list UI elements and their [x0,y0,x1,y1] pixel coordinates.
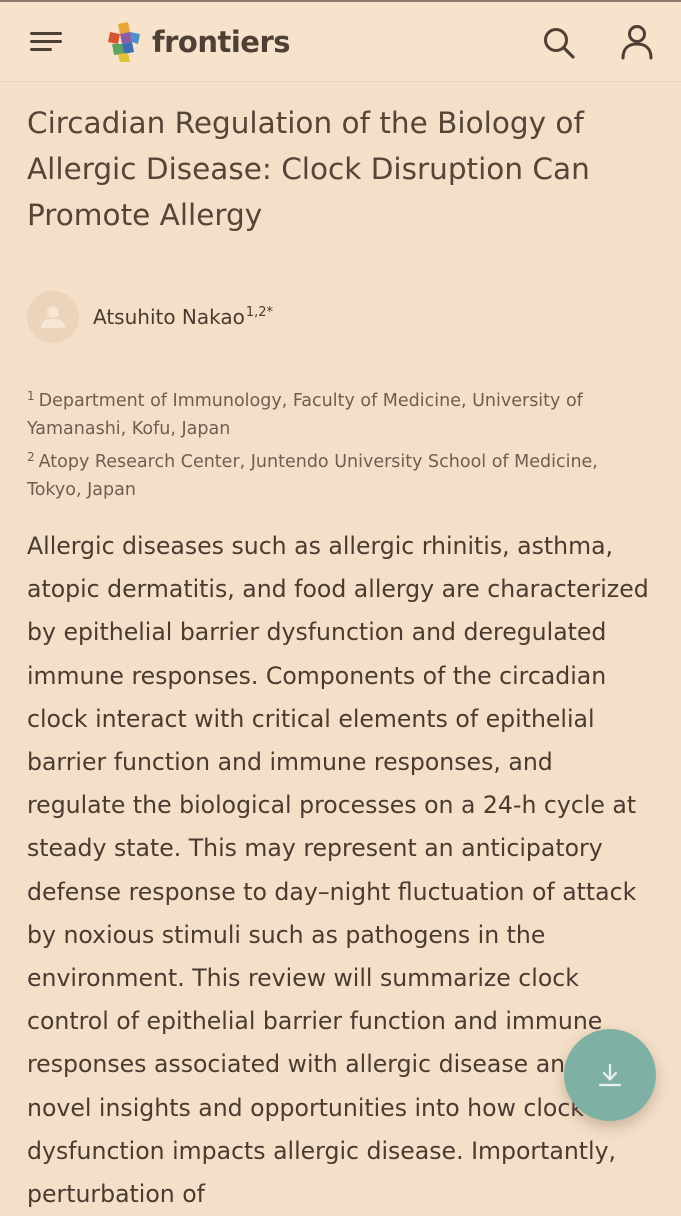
search-glyph [544,28,575,59]
affiliations-list: 1 Department of Immunology, Faculty of Me… [27,382,657,504]
user-glyph [621,25,653,60]
download-icon [598,1063,622,1087]
affiliation-text: Atopy Research Center, Juntendo Universi… [27,452,598,500]
article-abstract: Allergic diseases such as allergic rhini… [27,532,649,1209]
author-name: Atsuhito Nakao [93,305,245,329]
affiliation-number: 1 [27,389,35,403]
author-name-link[interactable]: Atsuhito Nakao1,2* [93,305,273,329]
logo-wordmark: frontiers [152,25,291,59]
user-account-icon[interactable] [618,22,656,62]
frontiers-logo-mark-icon [108,22,140,62]
author-avatar-icon [27,291,79,343]
affiliation-item: 1 Department of Immunology, Faculty of Me… [27,382,657,443]
affiliation-number: 2 [27,450,35,464]
top-navigation-bar: frontiers [0,0,681,82]
author-row: Atsuhito Nakao1,2* [27,290,273,344]
author-affiliation-marks: 1,2* [245,305,274,320]
download-button[interactable] [564,1029,656,1121]
frontiers-logo[interactable]: frontiers [108,20,291,64]
affiliation-text: Department of Immunology, Faculty of Med… [27,391,583,439]
affiliation-item: 2 Atopy Research Center, Juntendo Univers… [27,443,657,504]
search-icon[interactable] [540,24,578,62]
article-title: Circadian Regulation of the Biology of A… [27,106,590,232]
hamburger-menu-icon[interactable] [30,28,66,56]
